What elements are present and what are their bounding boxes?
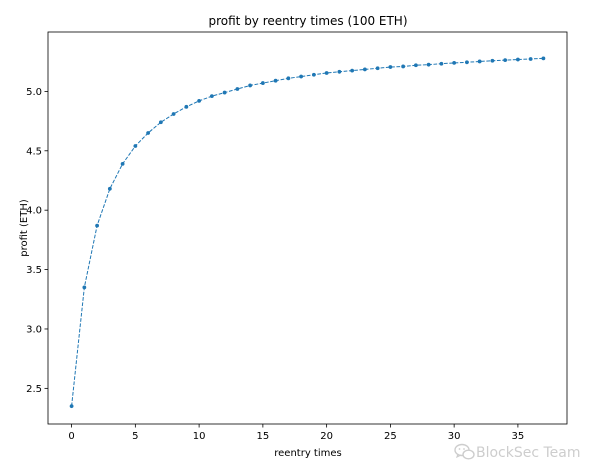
- data-point: [107, 186, 112, 191]
- x-tick-label: 0: [68, 431, 74, 442]
- data-point: [273, 78, 278, 83]
- data-point: [350, 68, 355, 73]
- data-point: [413, 63, 418, 68]
- y-tick-label: 2.5: [26, 384, 42, 395]
- data-point: [388, 65, 393, 69]
- data-point: [82, 285, 87, 290]
- series-group: [69, 56, 546, 409]
- data-point: [158, 120, 163, 125]
- data-point: [69, 404, 74, 409]
- data-point: [222, 90, 227, 95]
- data-point: [95, 223, 99, 228]
- data-point: [477, 59, 482, 64]
- data-point: [286, 76, 291, 81]
- watermark: BlockSec Team: [454, 443, 581, 461]
- data-point: [490, 58, 495, 63]
- data-point: [260, 81, 265, 85]
- data-point: [133, 144, 138, 148]
- y-axis: 2.5 3.0 3.5 4.0 4.5 5.0: [26, 87, 48, 395]
- series-line: [71, 57, 544, 407]
- y-tick-label: 4.0: [26, 206, 42, 217]
- data-point: [426, 62, 431, 67]
- data-point: [311, 72, 316, 77]
- y-tick-label: 3.0: [26, 324, 42, 335]
- x-tick-label: 30: [448, 431, 461, 442]
- y-tick-label: 5.0: [26, 87, 42, 98]
- data-point: [171, 112, 176, 116]
- data-point: [503, 58, 508, 63]
- plot-area: [47, 31, 568, 425]
- data-point: [362, 67, 367, 72]
- x-tick-label: 20: [320, 431, 333, 442]
- data-point: [375, 66, 380, 71]
- data-point: [197, 98, 202, 103]
- x-tick-label: 15: [257, 431, 270, 442]
- data-point: [120, 161, 125, 166]
- y-axis-label: profit (ETH): [19, 199, 30, 257]
- data-point: [401, 64, 406, 69]
- data-point: [299, 74, 304, 79]
- chart-title: profit by reentry times (100 ETH): [208, 14, 407, 28]
- data-point: [528, 57, 533, 61]
- data-point: [452, 60, 457, 65]
- data-point: [541, 56, 546, 61]
- x-tick-label: 5: [132, 431, 138, 442]
- y-tick-label: 3.5: [26, 265, 42, 276]
- x-tick-label: 10: [193, 431, 206, 442]
- data-point: [337, 69, 342, 74]
- y-tick-label: 4.5: [26, 146, 42, 157]
- data-point: [439, 61, 444, 66]
- data-point: [235, 87, 240, 91]
- data-point: [324, 71, 329, 75]
- data-point: [209, 94, 214, 99]
- data-point: [184, 104, 189, 109]
- watermark-text: BlockSec Team: [476, 445, 581, 461]
- wechat-icon: [454, 443, 475, 460]
- data-point: [516, 57, 520, 62]
- data-point: [248, 83, 253, 88]
- x-axis-label: reentry times: [274, 448, 341, 459]
- x-tick-label: 35: [512, 431, 525, 442]
- plot-frame: [47, 31, 568, 425]
- data-point: [146, 131, 151, 135]
- x-tick-label: 25: [384, 431, 397, 442]
- x-axis: 0 5 10 15 20 25 30 35: [68, 424, 524, 442]
- data-point: [464, 60, 469, 65]
